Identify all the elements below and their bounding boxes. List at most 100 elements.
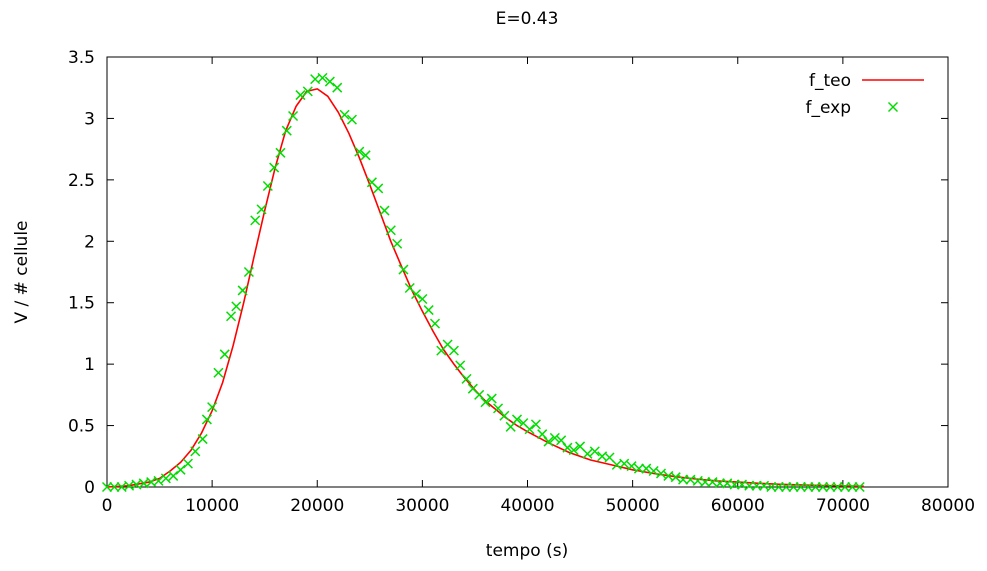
f_exp-point xyxy=(461,373,472,384)
x-tick-label: 50000 xyxy=(606,496,660,516)
f_exp-point xyxy=(505,421,516,432)
y-tick-label: 3 xyxy=(84,109,95,129)
f_exp-point xyxy=(153,475,164,486)
f_exp-point xyxy=(101,481,113,493)
f_exp-point xyxy=(160,473,171,484)
f_exp-point xyxy=(670,472,681,483)
f_exp-point xyxy=(237,285,248,296)
f_exp-point xyxy=(626,461,637,472)
f_exp-point xyxy=(455,360,466,371)
f_exp-point xyxy=(633,463,644,474)
x-tick-label: 40000 xyxy=(500,496,554,516)
f_exp-point xyxy=(250,215,261,226)
f_exp-point xyxy=(788,481,799,493)
series-f_exp xyxy=(101,72,865,493)
legend: f_teo f_exp xyxy=(806,71,924,118)
f_exp-point xyxy=(825,481,836,493)
f_exp-point xyxy=(847,481,858,493)
f_exp-point xyxy=(839,481,851,493)
f_exp-point xyxy=(795,481,806,493)
series-f_teo xyxy=(106,88,864,488)
f_exp-point xyxy=(524,424,535,435)
f_exp-point xyxy=(360,150,371,161)
f_exp-point xyxy=(219,349,230,360)
f_exp-point xyxy=(175,464,186,475)
f_exp-point xyxy=(493,403,504,414)
x-tick-label: 30000 xyxy=(395,496,449,516)
f_exp-point xyxy=(810,481,821,493)
legend-label-f_exp: f_exp xyxy=(806,98,852,118)
f_exp-point xyxy=(781,481,792,493)
f_exp-point xyxy=(417,293,428,305)
f_exp-point xyxy=(803,481,814,493)
y-tick-label: 0.5 xyxy=(68,417,95,437)
f_exp-point xyxy=(168,470,179,481)
f_exp-point xyxy=(207,402,218,413)
f_exp-point xyxy=(275,147,286,158)
plot-area xyxy=(106,56,949,488)
f_exp-point xyxy=(530,419,541,430)
f_exp-point xyxy=(256,204,267,215)
x-tick-label: 60000 xyxy=(711,496,765,516)
y-tick-label: 1 xyxy=(84,355,95,375)
f_exp-point xyxy=(832,481,843,493)
f_exp-point xyxy=(480,397,491,408)
f_exp-point xyxy=(243,266,254,278)
f_exp-point xyxy=(429,318,441,329)
f_exp-point xyxy=(511,414,523,425)
f_exp-point xyxy=(423,305,434,316)
f_exp-point xyxy=(332,82,343,93)
x-tick-label: 10000 xyxy=(185,496,239,516)
f_exp-point xyxy=(385,225,396,236)
x-tick-label: 80000 xyxy=(921,496,975,516)
f_exp-point xyxy=(556,435,567,446)
legend-swatch-f_exp xyxy=(887,101,899,113)
f_exp-point xyxy=(182,458,193,469)
f_exp-point xyxy=(411,289,422,300)
f_exp-point xyxy=(213,367,224,378)
y-tick-label: 2 xyxy=(84,232,95,252)
legend-label-f_teo: f_teo xyxy=(809,71,851,91)
f_exp-point xyxy=(295,90,306,101)
f_exp-point xyxy=(354,146,365,157)
f_exp-point xyxy=(346,114,357,125)
x-axis-label: tempo (s) xyxy=(486,541,568,561)
x-tick-label: 70000 xyxy=(816,496,870,516)
f_exp-point xyxy=(317,72,328,83)
f_exp-point xyxy=(288,110,299,122)
y-axis-label: V / # cellule xyxy=(12,220,32,323)
f_teo-line xyxy=(106,88,864,488)
f_exp-point xyxy=(700,477,711,488)
f_exp-point xyxy=(499,410,510,421)
f_exp-point xyxy=(448,345,459,356)
f_exp-point xyxy=(190,446,201,457)
f_exp-point xyxy=(543,436,554,447)
f_exp-point xyxy=(379,205,390,216)
f_exp-point xyxy=(486,393,497,404)
x-tick-label: 0 xyxy=(102,496,113,516)
f_exp-point xyxy=(751,480,762,491)
f_exp-point xyxy=(392,238,403,249)
chart-title: E=0.43 xyxy=(496,9,559,29)
f_exp-point xyxy=(373,183,384,194)
f_exp-point xyxy=(474,389,485,400)
y-tick-label: 2.5 xyxy=(68,171,95,191)
f_exp-point xyxy=(197,434,208,445)
f_exp-point xyxy=(109,481,120,493)
f_exp-point xyxy=(226,311,237,322)
f_exp-point xyxy=(201,414,212,425)
f_exp-point xyxy=(262,180,273,192)
f_exp-point xyxy=(281,125,292,136)
f_exp-point xyxy=(568,445,579,456)
f_exp-point xyxy=(641,463,652,474)
x-tick-label: 20000 xyxy=(290,496,344,516)
f_exp-point xyxy=(648,465,659,477)
f_exp-point xyxy=(324,76,335,87)
f_exp-point xyxy=(655,468,667,479)
f_exp-point xyxy=(854,481,865,493)
f_exp-point xyxy=(817,481,828,493)
f_exp-point xyxy=(302,86,313,97)
y-tick-label: 0 xyxy=(84,478,95,498)
f_exp-point xyxy=(339,109,350,120)
